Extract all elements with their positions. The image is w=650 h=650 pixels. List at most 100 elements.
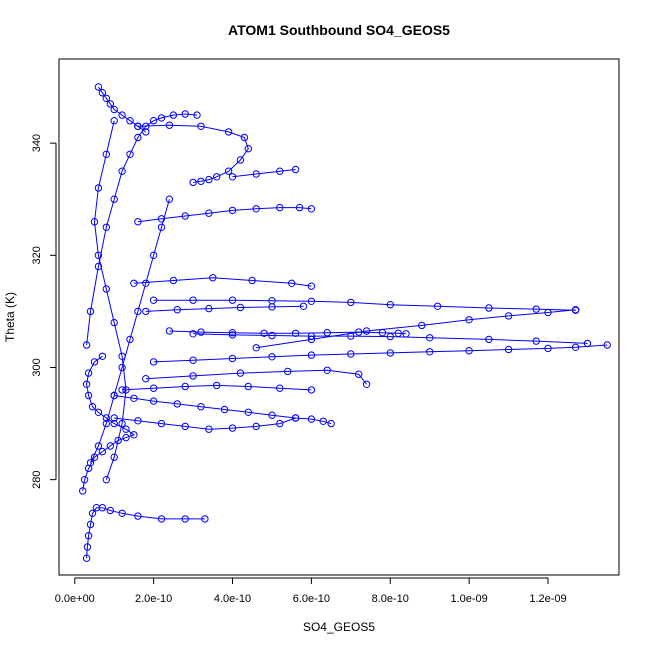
data-point [86, 459, 95, 467]
data-point [134, 417, 142, 425]
data-point [362, 380, 371, 388]
x-tick-label: 2.0e-10 [135, 593, 172, 605]
data-point [323, 366, 331, 374]
data-point [181, 422, 189, 431]
data-point [181, 110, 189, 118]
data-point [197, 328, 205, 336]
x-axis-label: SO4_GEOS5 [303, 620, 375, 634]
data-point [276, 203, 284, 212]
data-point [323, 329, 331, 337]
data-point [319, 417, 327, 425]
data-point [181, 212, 189, 220]
data-point [157, 215, 166, 223]
data-point [118, 386, 126, 394]
data-point [291, 414, 300, 422]
series-line [153, 344, 608, 363]
data-point [142, 122, 150, 131]
data-point [295, 203, 304, 212]
data-point [110, 318, 118, 327]
data-point [189, 372, 197, 380]
data-point [86, 307, 95, 316]
data-point [134, 512, 142, 520]
data-point [571, 343, 580, 351]
data-point [276, 419, 284, 428]
data-point [82, 341, 91, 349]
x-axis: 0.0e+00 2.0e-10 4.0e-10 6.0e-10 8.0e-10 1.0e-… [55, 577, 567, 605]
data-point [244, 145, 253, 153]
series-line [145, 305, 304, 312]
data-point [88, 403, 97, 411]
y-axis: 280 300 320 340 [31, 134, 57, 489]
data-point [260, 329, 268, 337]
data-point [228, 173, 237, 181]
data-point [504, 345, 513, 354]
data-point [149, 384, 158, 392]
series-17 [86, 195, 174, 467]
data-point [205, 209, 213, 217]
data-point [149, 358, 158, 366]
series-3 [118, 381, 316, 394]
data-point [94, 262, 103, 271]
data-point [84, 532, 93, 540]
data-point [142, 279, 150, 287]
data-point [126, 335, 134, 344]
data-point [224, 128, 233, 136]
data-point [110, 453, 118, 461]
data-point [118, 167, 126, 175]
series-line [86, 507, 205, 559]
data-point [189, 296, 197, 304]
data-point [82, 554, 91, 562]
series-layer [79, 83, 611, 562]
data-point [465, 316, 473, 324]
data-point [165, 195, 174, 203]
data-point [248, 276, 256, 285]
data-point [86, 520, 95, 529]
data-point [80, 476, 89, 484]
data-point [362, 327, 371, 335]
data-point [268, 411, 276, 419]
data-point [201, 515, 209, 523]
data-point [213, 381, 221, 390]
data-point [240, 133, 249, 142]
data-point [426, 334, 434, 342]
data-point [307, 282, 316, 290]
series-line [153, 299, 576, 311]
data-point [583, 339, 592, 348]
data-point [244, 408, 253, 416]
data-point [102, 414, 111, 422]
data-point [228, 329, 237, 337]
chart-title: ATOM1 Southbound SO4_GEOS5 [228, 22, 450, 38]
data-point [347, 350, 355, 358]
data-point [149, 117, 158, 125]
data-point [102, 476, 111, 484]
data-point [603, 341, 611, 349]
series-line [93, 120, 127, 480]
data-point [118, 509, 126, 517]
data-point [244, 382, 253, 391]
data-point [288, 279, 296, 287]
data-point [84, 369, 93, 377]
data-point [149, 296, 158, 304]
data-point [268, 353, 276, 361]
data-point [134, 307, 142, 316]
series-14 [134, 121, 253, 187]
data-point [197, 403, 205, 411]
data-point [98, 447, 107, 456]
data-point [268, 331, 276, 340]
x-tick-label: 6.0e-10 [293, 593, 330, 605]
data-point [485, 304, 493, 312]
data-point [465, 347, 473, 355]
data-point [276, 167, 284, 175]
data-point [224, 167, 233, 175]
data-point [110, 105, 118, 114]
data-point [157, 419, 166, 428]
y-axis-label: Theta (K) [3, 292, 17, 342]
data-point [110, 414, 118, 422]
data-point [157, 515, 166, 523]
data-point [299, 302, 308, 310]
data-point [236, 156, 245, 164]
data-point [118, 419, 126, 428]
data-point [88, 509, 97, 517]
data-point [102, 419, 111, 428]
series-line [82, 355, 135, 491]
